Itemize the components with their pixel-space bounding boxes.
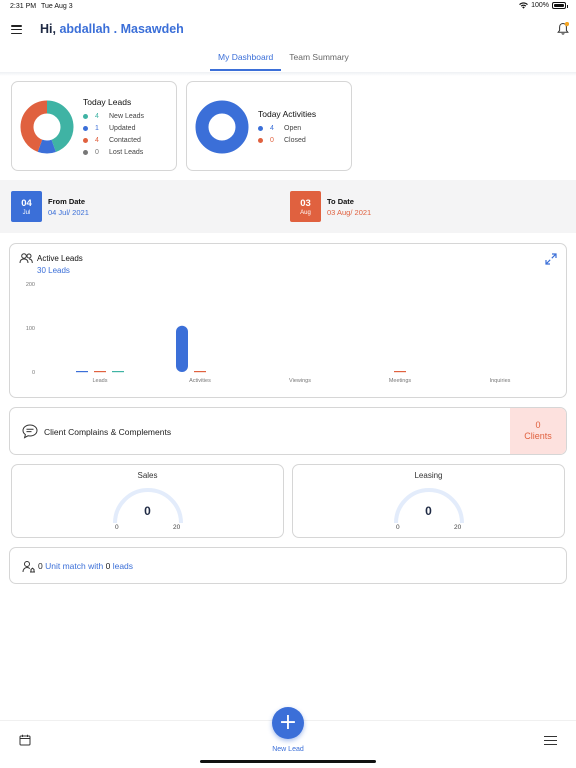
x-tick-label: Viewings <box>289 378 311 384</box>
leasing-gauge-title: Leasing <box>414 471 443 480</box>
leasing-gauge <box>394 488 464 524</box>
legend-lost-leads: 0 Lost Leads <box>83 146 144 158</box>
y-tick-label: 0 <box>32 370 35 376</box>
legend-open: 4 Open <box>258 122 306 134</box>
active-leads-chart: 200 100 0 Leads Activities Viewings Meetings In… <box>26 282 511 384</box>
battery-percent: 100% <box>531 2 549 9</box>
from-day: 04 <box>21 198 32 209</box>
bar <box>394 371 406 373</box>
bar <box>112 371 124 373</box>
greeting-prefix: Hi, <box>40 22 56 36</box>
unit-match-text1: Unit match with <box>45 561 104 571</box>
status-bar: 2:31 PM Tue Aug 3 100% <box>0 0 576 14</box>
bar <box>94 371 106 373</box>
home-indicator <box>200 760 376 763</box>
status-time: 2:31 PM <box>10 3 37 10</box>
to-date-value[interactable]: 03 Aug/ 2021 <box>327 208 372 217</box>
sales-gauge-min: 0 <box>115 524 119 531</box>
chat-bubble-icon <box>22 424 38 439</box>
user-home-icon <box>22 561 35 573</box>
to-date-picker[interactable]: 03 Aug <box>290 191 321 222</box>
legend-dot <box>83 137 88 143</box>
y-tick-label: 100 <box>26 326 35 332</box>
leasing-gauge-value: 0 <box>425 504 432 518</box>
unit-match-text2: leads <box>112 561 134 571</box>
from-date-picker[interactable]: 04 Jul <box>11 191 42 222</box>
unit-match-units: 0 <box>38 561 43 571</box>
legend-dot <box>83 149 88 155</box>
to-day: 03 <box>300 198 311 209</box>
legend-updated: 1 Updated <box>83 122 144 134</box>
tab-team-summary[interactable]: Team Summary <box>289 52 349 62</box>
user-name: abdallah . Masawdeh <box>59 22 184 36</box>
today-leads-card[interactable]: Today Leads 4 New Leads 1 Updated 4 Contact… <box>11 81 177 171</box>
clients-count: 0 <box>535 420 541 430</box>
status-date: Tue Aug 3 <box>41 3 73 10</box>
legend-dot <box>258 125 263 131</box>
leasing-gauge-max: 20 <box>454 524 462 531</box>
wifi-icon <box>519 2 528 9</box>
unit-match-text: 0 Unit match with 0 leads <box>38 561 133 571</box>
leasing-gauge-min: 0 <box>396 524 400 531</box>
y-tick-label: 200 <box>26 282 35 288</box>
from-date-value[interactable]: 04 Jul/ 2021 <box>48 208 89 217</box>
unit-match-card[interactable]: 0 Unit match with 0 leads <box>9 547 567 584</box>
today-activities-title: Today Activities <box>258 109 317 119</box>
leasing-gauge-card[interactable]: Leasing 0 0 20 <box>292 464 565 538</box>
clients-unit: Clients <box>524 431 552 441</box>
client-complaints-card[interactable]: Client Complains & Complements 0 Clients <box>9 407 567 455</box>
header-divider <box>0 72 576 76</box>
to-month: Aug <box>300 210 311 216</box>
sales-gauge-title: Sales <box>137 471 158 480</box>
unit-match-leads: 0 <box>105 561 111 571</box>
x-tick-label: Meetings <box>389 378 412 384</box>
bar <box>194 371 206 373</box>
new-lead-label[interactable]: New Lead <box>272 746 304 753</box>
expand-icon[interactable] <box>545 253 557 265</box>
greeting: Hi, abdallah . Masawdeh <box>40 22 184 36</box>
x-tick-label: Activities <box>189 378 211 384</box>
notification-bell-icon[interactable] <box>557 22 569 36</box>
legend-dot <box>258 137 263 143</box>
menu-icon[interactable] <box>11 25 22 34</box>
calendar-icon[interactable] <box>19 734 31 746</box>
add-lead-button[interactable]: + <box>272 707 304 739</box>
today-leads-donut <box>20 100 74 154</box>
active-leads-title: Active Leads <box>37 254 83 263</box>
users-icon <box>19 253 33 264</box>
from-month: Jul <box>22 210 31 216</box>
today-activities-card[interactable]: Today Activities 4 Open 0 Closed <box>186 81 352 171</box>
bottom-menu-icon[interactable] <box>544 736 557 745</box>
x-tick-label: Leads <box>93 378 108 384</box>
bar <box>176 325 188 372</box>
legend-dot <box>83 113 88 119</box>
battery-icon <box>552 2 568 9</box>
complaints-label: Client Complains & Complements <box>44 427 172 437</box>
legend-contacted: 4 Contacted <box>83 134 144 146</box>
clients-count-box[interactable]: 0 Clients <box>510 408 566 454</box>
sales-gauge-value: 0 <box>144 504 151 518</box>
sales-gauge <box>113 488 183 524</box>
legend-closed: 0 Closed <box>258 134 306 146</box>
x-tick-label: Inquiries <box>490 378 511 384</box>
donut-contacted <box>20 100 74 154</box>
today-leads-title: Today Leads <box>83 97 132 107</box>
legend-dot <box>83 125 88 131</box>
bar <box>76 371 88 373</box>
sales-gauge-max: 20 <box>173 524 181 531</box>
today-activities-donut <box>195 100 249 154</box>
tab-my-dashboard[interactable]: My Dashboard <box>210 52 282 71</box>
legend-new-leads: 4 New Leads <box>83 110 144 122</box>
active-leads-count: 30 Leads <box>37 266 70 275</box>
active-leads-card: Active Leads 30 Leads 200 100 0 Leads Activi… <box>9 243 567 398</box>
date-range-strip: 04 Jul From Date 04 Jul/ 2021 03 Aug To … <box>0 180 576 233</box>
from-date-label: From Date <box>48 197 86 206</box>
donut-updated <box>20 100 74 154</box>
to-date-label: To Date <box>327 197 354 206</box>
dashboard-tabs: My Dashboard Team Summary <box>210 52 357 71</box>
sales-gauge-card[interactable]: Sales 0 0 20 <box>11 464 284 538</box>
